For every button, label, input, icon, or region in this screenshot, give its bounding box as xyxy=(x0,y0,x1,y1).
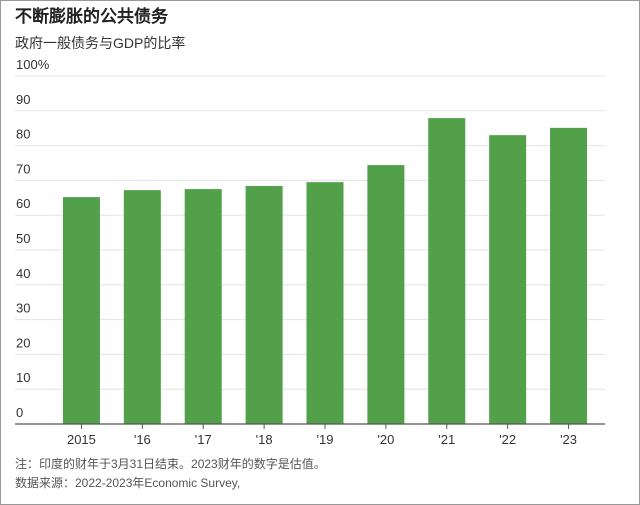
y-tick-label: 60 xyxy=(16,196,30,211)
x-tick-label: '18 xyxy=(256,432,273,447)
y-tick-label: 40 xyxy=(16,266,30,281)
y-tick-label: 0 xyxy=(16,405,23,420)
bar xyxy=(428,118,466,424)
chart-subtitle: 政府一般债务与GDP的比率 xyxy=(15,35,185,51)
y-tick-label: 20 xyxy=(16,335,30,350)
x-tick-label: 2015 xyxy=(67,432,96,447)
x-tick-label: '23 xyxy=(560,432,577,447)
bar xyxy=(184,189,222,424)
y-tick-label: 100% xyxy=(16,57,50,72)
y-tick-label: 50 xyxy=(16,231,30,246)
bar xyxy=(245,185,283,424)
bar xyxy=(489,135,527,424)
bar xyxy=(123,190,161,424)
y-tick-label: 70 xyxy=(16,161,30,176)
y-tick-label: 10 xyxy=(16,370,30,385)
note: 注：印度的财年于3月31日结束。2023财年的数字是估值。 xyxy=(15,456,326,471)
y-tick-label: 90 xyxy=(16,92,30,107)
x-tick-label: '19 xyxy=(317,432,334,447)
x-tick-label: '16 xyxy=(134,432,151,447)
bar xyxy=(550,127,588,425)
bar xyxy=(62,197,100,424)
y-tick-label: 30 xyxy=(16,301,30,316)
x-tick-label: '17 xyxy=(195,432,212,447)
x-tick-label: '21 xyxy=(438,432,455,447)
y-tick-label: 80 xyxy=(16,127,30,142)
source: 数据来源：2022-2023年Economic Survey, xyxy=(15,475,240,490)
x-tick-label: '20 xyxy=(377,432,394,447)
bar xyxy=(306,182,344,424)
chart-title: 不断膨胀的公共债务 xyxy=(15,6,169,26)
x-tick-label: '22 xyxy=(499,432,516,447)
bar xyxy=(367,165,405,424)
